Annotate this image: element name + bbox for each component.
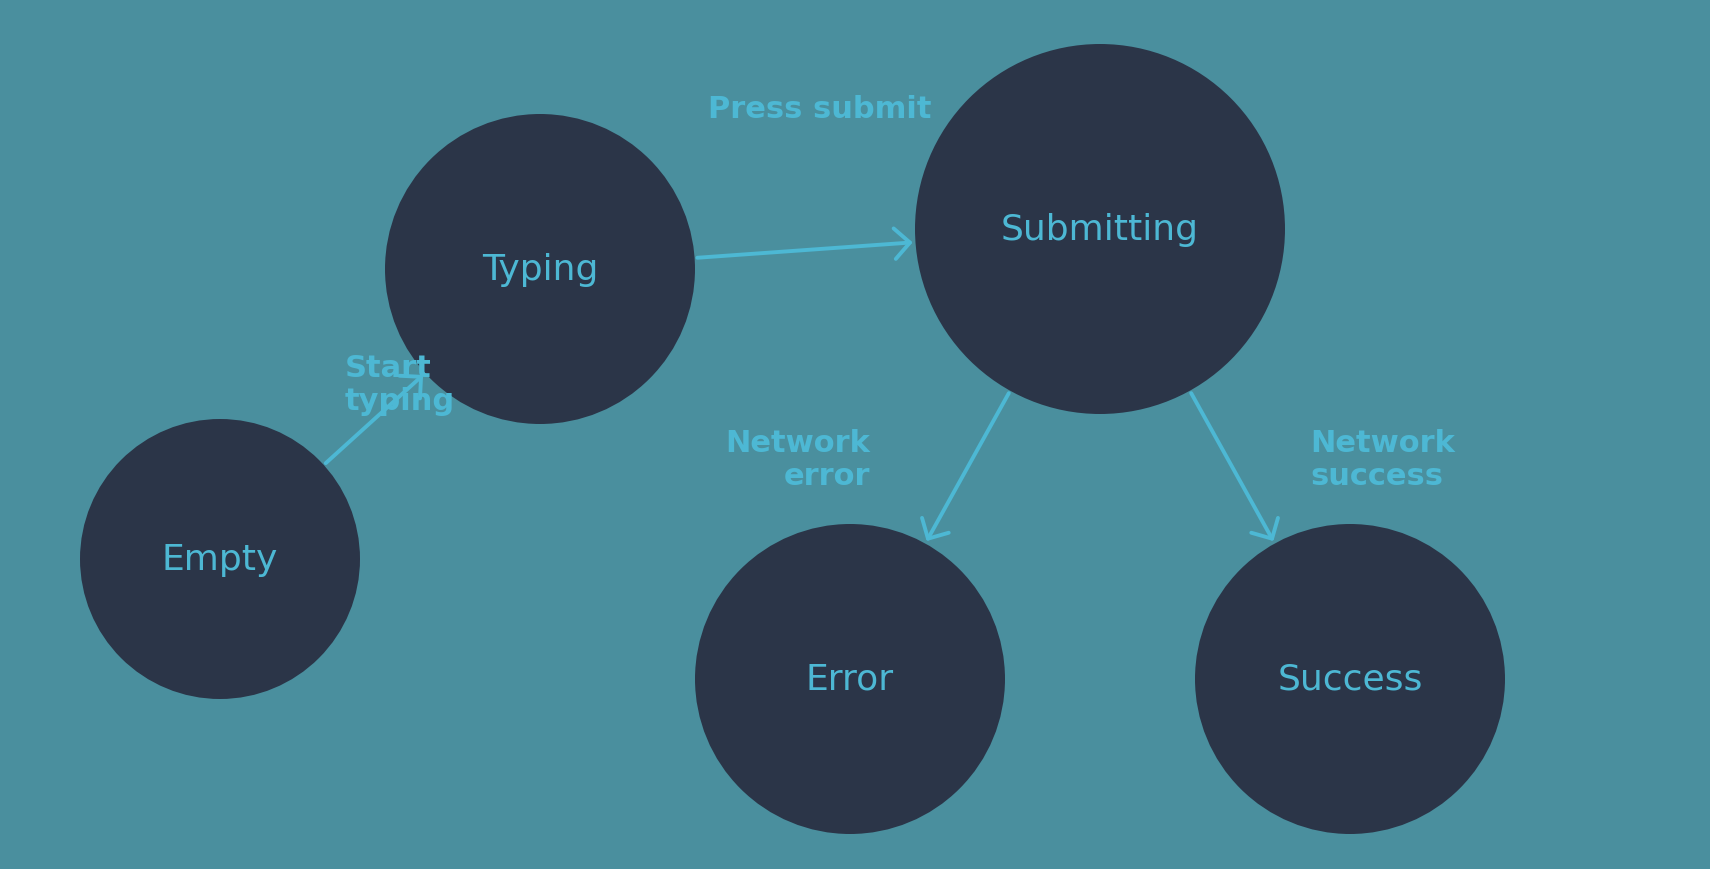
Circle shape [385, 115, 694, 425]
Text: Success: Success [1277, 662, 1423, 696]
Text: Network
error: Network error [725, 428, 870, 491]
Text: Press submit: Press submit [708, 96, 932, 124]
Text: Submitting: Submitting [1000, 213, 1199, 247]
Circle shape [694, 524, 1005, 834]
Circle shape [80, 420, 361, 700]
Text: Typing: Typing [482, 253, 598, 287]
Circle shape [1195, 524, 1505, 834]
Text: Error: Error [805, 662, 894, 696]
Text: Start
typing: Start typing [345, 354, 455, 416]
Circle shape [915, 45, 1284, 415]
Text: Network
success: Network success [1310, 428, 1455, 491]
Text: Empty: Empty [162, 542, 279, 576]
